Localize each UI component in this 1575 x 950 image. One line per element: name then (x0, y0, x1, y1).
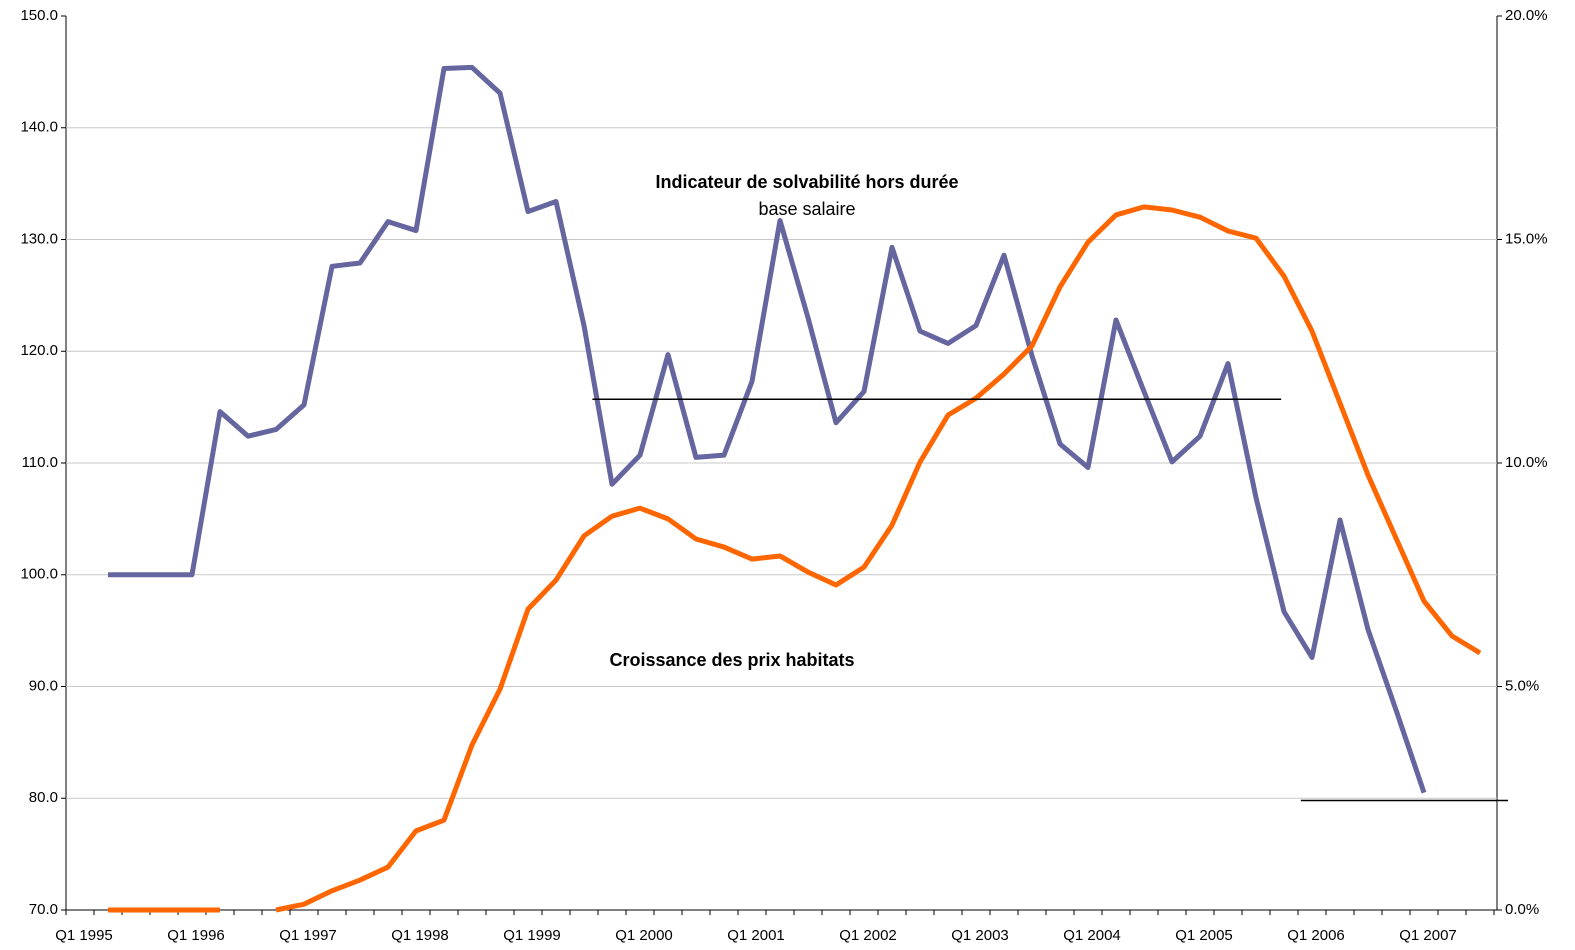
y-tick-label: 140.0 (20, 119, 58, 136)
x-tick-label: Q1 2007 (1399, 927, 1457, 944)
x-tick-label: Q1 2006 (1287, 927, 1345, 944)
annotation: base salaire (758, 199, 855, 219)
y-tick-label: 70.0 (29, 901, 58, 918)
x-tick-label: Q1 2004 (1063, 927, 1121, 944)
annotation: Indicateur de solvabilité hors durée (655, 172, 958, 192)
y2-tick-label: 20.0% (1505, 7, 1548, 24)
x-tick-label: Q1 2002 (839, 927, 897, 944)
y-tick-label: 150.0 (20, 7, 58, 24)
x-tick-label: Q1 2001 (727, 927, 785, 944)
x-tick-label: Q1 1996 (167, 927, 225, 944)
y-tick-label: 80.0 (29, 789, 58, 806)
x-tick-label: Q1 1997 (279, 927, 337, 944)
x-tick-label: Q1 1998 (391, 927, 449, 944)
y-tick-label: 130.0 (20, 230, 58, 247)
y-tick-label: 110.0 (22, 454, 58, 471)
y2-tick-label: 10.0% (1505, 454, 1548, 471)
x-tick-label: Q1 1999 (503, 927, 561, 944)
y-tick-label: 90.0 (29, 677, 58, 694)
y2-tick-label: 5.0% (1505, 677, 1539, 694)
y-tick-label: 120.0 (20, 342, 58, 359)
y-tick-label: 100.0 (20, 566, 58, 583)
y2-tick-label: 15.0% (1505, 230, 1548, 247)
annotation: Croissance des prix habitats (609, 650, 854, 670)
x-tick-label: Q1 2005 (1175, 927, 1233, 944)
x-tick-label: Q1 1995 (55, 927, 113, 944)
x-tick-label: Q1 2003 (951, 927, 1009, 944)
y2-tick-label: 0.0% (1505, 901, 1539, 918)
series-line (108, 204, 1482, 913)
series-line (108, 64, 1427, 794)
x-tick-label: Q1 2000 (615, 927, 673, 944)
